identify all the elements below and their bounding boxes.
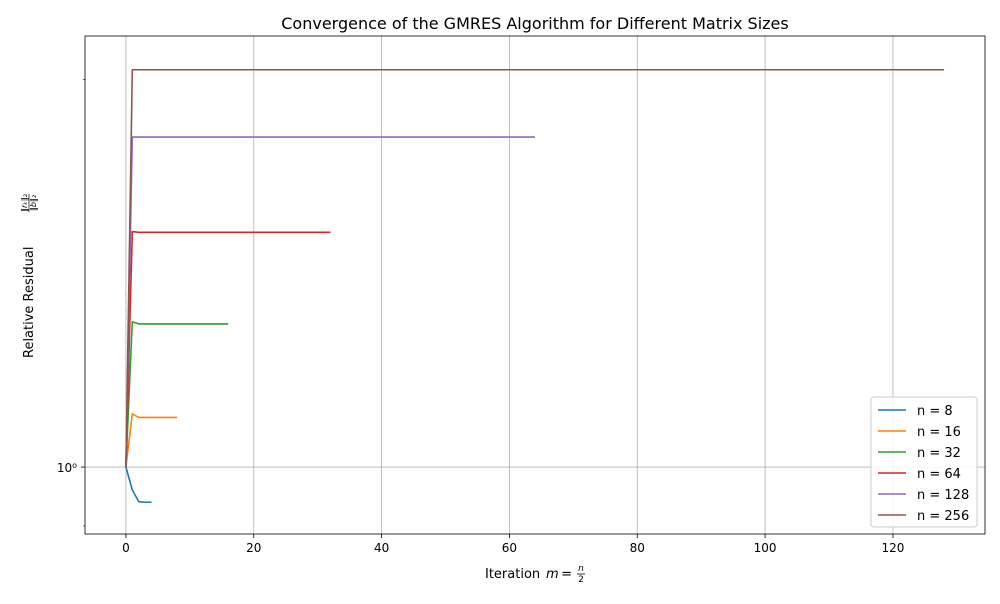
x-tick-label: 20 <box>246 541 261 555</box>
legend-label: n = 256 <box>917 509 969 524</box>
legend-label: n = 32 <box>917 446 961 461</box>
x-axis-label-frac-num: n <box>578 564 584 574</box>
legend-label: n = 16 <box>917 425 961 440</box>
x-tick-label: 60 <box>502 541 517 555</box>
y-axis-label-text: Relative Residual <box>22 247 37 358</box>
series-line <box>125 320 229 468</box>
plot-frame <box>84 35 986 535</box>
x-tick-label: 0 <box>122 541 130 555</box>
series-line <box>125 230 331 468</box>
x-axis-label-frac-den: 2 <box>578 575 584 585</box>
x-axis-label-math-eq: = <box>557 567 576 582</box>
x-tick-label: 120 <box>882 541 905 555</box>
legend-label: n = 8 <box>917 404 953 419</box>
series-line <box>125 68 945 468</box>
series-line <box>125 466 152 504</box>
series-line <box>125 413 178 468</box>
chart-title: Convergence of the GMRES Algorithm for D… <box>281 14 788 33</box>
y-tick-label: 10⁰ <box>57 461 77 475</box>
y-axis-ticks: 10⁰ <box>57 79 85 527</box>
legend-label: n = 128 <box>917 488 969 503</box>
x-axis-label-text: Iteration <box>485 567 540 582</box>
x-axis-ticks: 0 20 40 60 80 100 120 <box>122 534 904 555</box>
y-axis-label-frac-num: ‖rₖ‖₂ <box>20 193 29 212</box>
x-axis-label-math-m: m <box>546 567 559 582</box>
legend-label: n = 64 <box>917 467 961 482</box>
y-axis-label-frac-den: ‖b‖₂ <box>29 194 38 211</box>
legend: n = 8 n = 16 n = 32 n = 64 n = 128 n = 256 <box>870 396 978 528</box>
y-axis-label: Relative Residual ‖rₖ‖₂ ‖b‖₂ <box>20 193 38 358</box>
x-tick-label: 100 <box>754 541 777 555</box>
x-tick-label: 80 <box>630 541 645 555</box>
x-tick-label: 40 <box>374 541 389 555</box>
series-lines <box>125 68 945 504</box>
grid <box>85 36 985 534</box>
x-axis-label: Iteration m = n 2 <box>485 564 585 585</box>
